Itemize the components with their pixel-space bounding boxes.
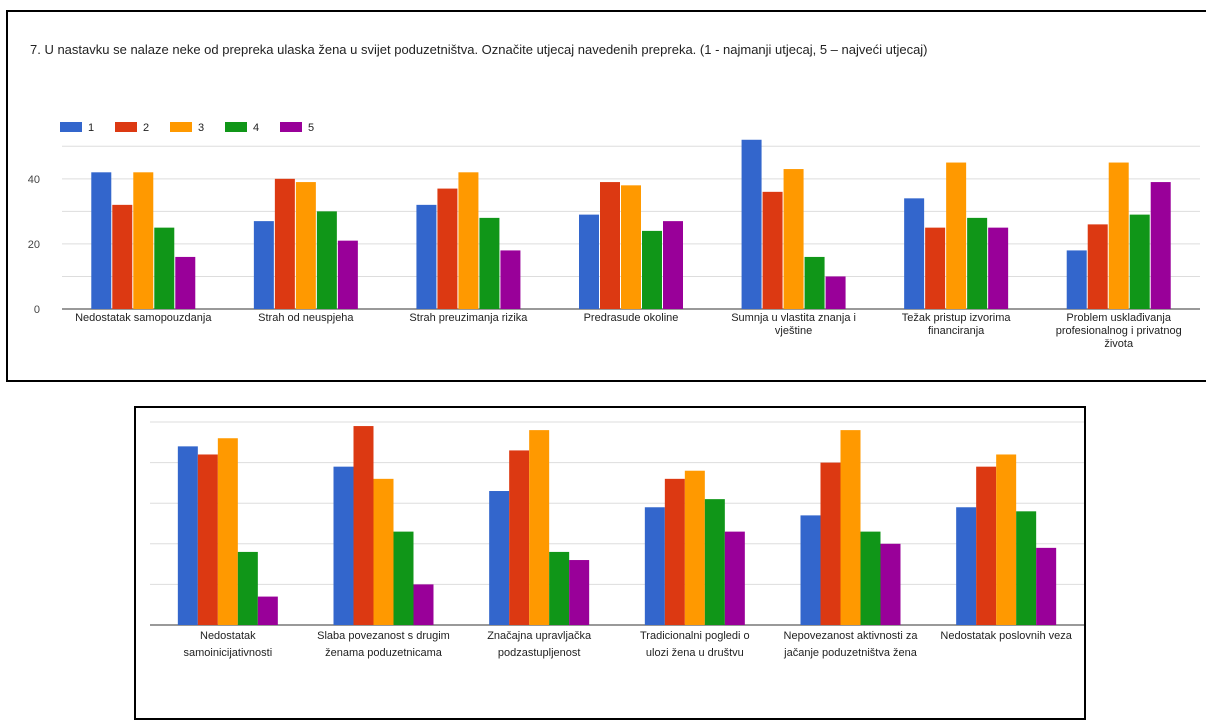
legend-label: 4 xyxy=(253,122,259,134)
bar xyxy=(500,250,521,309)
bar xyxy=(684,470,705,625)
legend-label: 3 xyxy=(198,122,204,134)
bar xyxy=(664,478,685,625)
bar xyxy=(416,204,437,309)
bar xyxy=(337,240,358,309)
bar xyxy=(393,531,414,625)
bar xyxy=(724,531,745,625)
bar xyxy=(579,214,599,309)
bar xyxy=(1066,250,1087,309)
bar xyxy=(569,560,590,625)
x-tick-label: Sumnja u vlastita znanja i vještine xyxy=(731,312,856,337)
bar xyxy=(154,227,175,309)
legend-swatch xyxy=(115,122,137,132)
bar xyxy=(762,191,783,309)
x-tick-label: Problem usklađivanja profesionalnog i pri… xyxy=(1056,312,1182,350)
x-tick-label: Nedostatak poslovnih veza xyxy=(940,630,1072,642)
chart-panel-bottom: Nedostatak samoinicijativnosti Slaba povez… xyxy=(134,406,1086,720)
bar xyxy=(509,450,530,625)
bar xyxy=(112,204,133,309)
bar xyxy=(925,227,946,309)
x-tick-label: Nepovezanost aktivnosti za jačanje poduze… xyxy=(783,630,918,659)
legend-swatch xyxy=(225,122,247,132)
bar xyxy=(880,543,901,625)
bar xyxy=(1036,547,1057,625)
legend-label: 5 xyxy=(308,122,314,134)
bar xyxy=(257,596,278,625)
y-tick-label: 40 xyxy=(28,174,40,186)
legend-label: 2 xyxy=(143,122,149,134)
bar xyxy=(663,221,683,309)
bar xyxy=(704,499,725,625)
bar xyxy=(1108,162,1129,309)
bar xyxy=(976,466,997,625)
bar xyxy=(295,182,316,309)
bar xyxy=(996,454,1017,625)
bar xyxy=(1016,511,1037,625)
bar-chart-bottom: Nedostatak samoinicijativnosti Slaba povez… xyxy=(150,421,1084,659)
x-tick-label: Tradicionalni pogledi o ulozi žena u druš… xyxy=(640,630,750,659)
bar xyxy=(175,256,196,309)
bar xyxy=(217,438,238,625)
x-tick-label: Slaba povezanost s drugim ženama poduzetn… xyxy=(317,630,450,659)
bar xyxy=(437,188,458,309)
bar xyxy=(489,491,510,625)
bar xyxy=(549,551,570,625)
bar xyxy=(237,551,258,625)
bar xyxy=(804,256,825,309)
bar xyxy=(1087,224,1108,309)
bar xyxy=(458,172,479,309)
bar xyxy=(333,466,354,625)
legend-label: 1 xyxy=(88,122,94,134)
bar xyxy=(820,462,841,625)
bar xyxy=(479,217,500,309)
bar xyxy=(1150,182,1171,309)
bar xyxy=(741,139,762,309)
bar xyxy=(967,217,988,309)
bar-chart-top: 0 20 40 Nedostatak samopouzdanja Strah od ne… xyxy=(28,122,1200,350)
bar xyxy=(91,172,112,309)
bar xyxy=(840,430,861,625)
bar xyxy=(988,227,1009,309)
legend-swatch xyxy=(60,122,82,132)
bar xyxy=(860,531,881,625)
bar xyxy=(197,454,218,625)
bar xyxy=(904,198,925,309)
x-tick-label: Strah od neuspjeha xyxy=(258,312,354,324)
bar xyxy=(644,507,665,625)
bar xyxy=(253,221,274,309)
bar xyxy=(274,178,295,309)
chart-title: 7. U nastavku se nalaze neke od prepreka… xyxy=(30,42,928,57)
bar xyxy=(177,446,198,625)
bar xyxy=(783,169,804,309)
bar xyxy=(621,185,641,309)
legend-swatch xyxy=(280,122,302,132)
y-tick-label: 20 xyxy=(28,239,40,251)
bar xyxy=(373,478,394,625)
bar xyxy=(946,162,967,309)
bar xyxy=(529,430,550,625)
bar xyxy=(642,230,662,309)
x-tick-label: Nedostatak samopouzdanja xyxy=(75,312,212,324)
bar xyxy=(413,584,434,625)
chart-panel-top: 7. U nastavku se nalaze neke od prepreka… xyxy=(6,10,1206,382)
bar xyxy=(316,211,337,309)
x-tick-label: Nedostatak samoinicijativnosti xyxy=(184,630,273,659)
bar xyxy=(133,172,154,309)
x-tick-label: Značajna upravljačka podzastupljenost xyxy=(487,630,592,659)
bar xyxy=(600,182,620,309)
bar xyxy=(800,515,821,625)
y-tick-label: 0 xyxy=(34,304,40,316)
bar xyxy=(956,507,977,625)
bar xyxy=(353,426,374,625)
x-tick-label: Strah preuzimanja rizika xyxy=(409,312,528,324)
x-tick-label: Težak pristup izvorima financiranja xyxy=(902,312,1012,337)
legend-swatch xyxy=(170,122,192,132)
bar xyxy=(1129,214,1150,309)
bar xyxy=(825,276,846,309)
x-tick-label: Predrasude okoline xyxy=(584,312,679,324)
